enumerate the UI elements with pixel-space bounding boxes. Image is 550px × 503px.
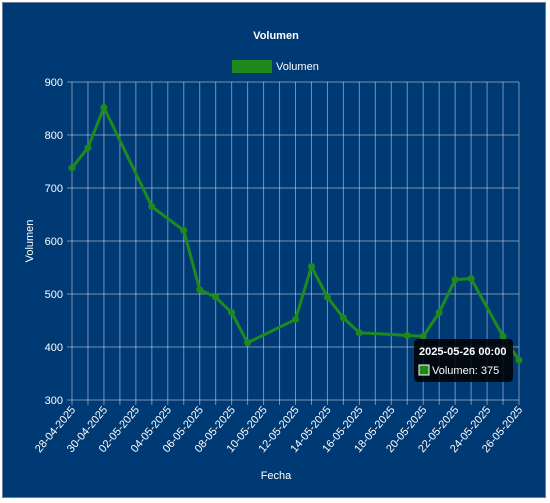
y-axis-ticks: 300 400 500 600 700 800 900 [45, 77, 63, 407]
data-point[interactable] [515, 356, 523, 364]
legend-label[interactable]: Volumen [276, 61, 319, 73]
data-point[interactable] [212, 293, 220, 301]
data-point[interactable] [419, 332, 427, 340]
data-point[interactable] [451, 276, 459, 284]
y-tick-label: 500 [45, 289, 63, 301]
legend-swatch[interactable] [232, 60, 272, 73]
data-point[interactable] [323, 293, 331, 301]
y-tick-label: 400 [45, 342, 63, 354]
data-point[interactable] [148, 203, 156, 211]
series-volumen [68, 103, 523, 364]
y-tick-label: 600 [45, 236, 63, 248]
data-point[interactable] [180, 226, 188, 234]
tooltip-label: Volumen: 375 [432, 365, 499, 377]
x-axis-ticks: 28-04-202530-04-202502-05-202504-05-2025… [33, 404, 525, 455]
y-axis-title: Volumen [24, 220, 36, 263]
data-point[interactable] [100, 103, 108, 111]
y-tick-label: 800 [45, 130, 63, 142]
data-point[interactable] [499, 332, 507, 340]
data-point[interactable] [467, 275, 475, 283]
x-axis-title: Fecha [261, 470, 292, 482]
data-point[interactable] [435, 309, 443, 317]
chart-panel [2, 2, 546, 498]
tooltip-swatch [418, 364, 430, 376]
grid [67, 81, 520, 405]
data-point[interactable] [196, 286, 204, 294]
y-tick-label: 700 [45, 183, 63, 195]
data-point[interactable] [403, 331, 411, 339]
data-point[interactable] [68, 164, 76, 172]
chart-title: Volumen [253, 30, 299, 42]
tooltip-title: 2025-05-26 00:00 [419, 346, 506, 358]
data-point[interactable] [355, 329, 363, 337]
data-point[interactable] [292, 315, 299, 323]
data-point[interactable] [244, 339, 252, 347]
data-point[interactable] [339, 314, 347, 322]
y-tick-label: 900 [45, 77, 63, 89]
tooltip: 2025-05-26 00:00 Volumen: 375 [414, 339, 513, 382]
data-point[interactable] [84, 144, 92, 152]
data-point[interactable] [228, 309, 236, 317]
y-tick-label: 300 [45, 395, 63, 407]
data-point[interactable] [307, 262, 315, 270]
legend[interactable]: Volumen [232, 60, 319, 73]
tooltip-box [414, 339, 513, 382]
